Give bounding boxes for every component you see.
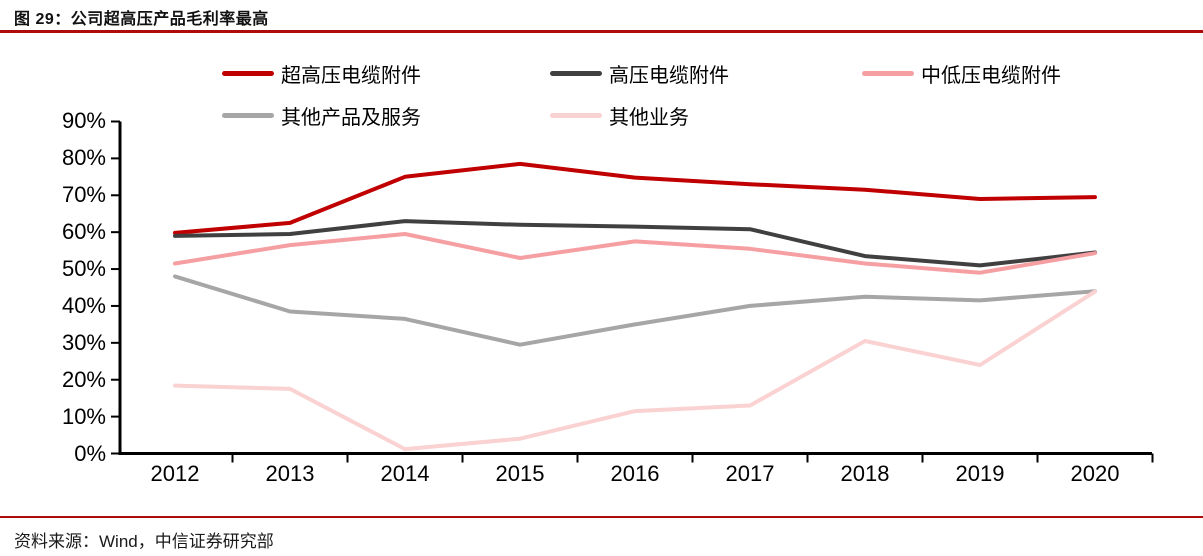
x-tick-label: 2015 bbox=[495, 461, 545, 486]
legend-label: 其他产品及服务 bbox=[281, 106, 421, 129]
legend-item-0: 超高压电缆附件 bbox=[222, 60, 421, 87]
series-swatch bbox=[550, 112, 602, 118]
source-note: 资料来源：Wind，中信证券研究部 bbox=[14, 532, 274, 551]
x-tick-label: 2017 bbox=[725, 461, 775, 486]
series-line-2 bbox=[173, 232, 1097, 275]
y-tick-label: 80% bbox=[61, 145, 106, 171]
legend-item-4: 其他业务 bbox=[550, 102, 689, 129]
x-tick-label: 2013 bbox=[265, 461, 315, 486]
legend-item-3: 其他产品及服务 bbox=[222, 102, 421, 129]
legend-label: 高压电缆附件 bbox=[609, 64, 729, 87]
title-rule bbox=[0, 30, 1203, 33]
y-tick-label: 40% bbox=[61, 292, 106, 318]
legend-label: 其他业务 bbox=[609, 106, 689, 129]
footer-rule bbox=[0, 516, 1203, 518]
y-tick-label: 0% bbox=[74, 440, 106, 466]
y-tick-label: 30% bbox=[61, 329, 106, 355]
series-line-3 bbox=[173, 274, 1097, 347]
series-swatch bbox=[862, 70, 914, 76]
legend-label: 中低压电缆附件 bbox=[921, 64, 1061, 87]
y-tick-label: 60% bbox=[61, 219, 106, 245]
series-line-1 bbox=[173, 219, 1097, 268]
x-tick-label: 2012 bbox=[150, 461, 200, 486]
figure-title: 图 29：公司超高压产品毛利率最高 bbox=[14, 11, 269, 28]
series-swatch bbox=[550, 70, 602, 76]
legend-item-2: 中低压电缆附件 bbox=[862, 60, 1061, 87]
y-tick-label: 50% bbox=[61, 256, 106, 282]
legend-label: 超高压电缆附件 bbox=[281, 64, 421, 87]
series-swatch bbox=[222, 70, 274, 76]
y-tick-label: 20% bbox=[61, 366, 106, 392]
x-tick-label: 2014 bbox=[380, 461, 430, 486]
y-tick-label: 90% bbox=[61, 108, 106, 134]
series-line-4 bbox=[173, 289, 1097, 452]
y-tick-label: 70% bbox=[61, 182, 106, 208]
x-tick-label: 2018 bbox=[840, 461, 890, 486]
x-tick-label: 2016 bbox=[610, 461, 660, 486]
x-tick-label: 2020 bbox=[1070, 461, 1120, 486]
y-tick-label: 10% bbox=[61, 403, 106, 429]
series-line-0 bbox=[173, 161, 1097, 235]
series-swatch bbox=[222, 112, 274, 118]
x-tick-label: 2019 bbox=[955, 461, 1005, 486]
legend-item-1: 高压电缆附件 bbox=[550, 60, 729, 87]
